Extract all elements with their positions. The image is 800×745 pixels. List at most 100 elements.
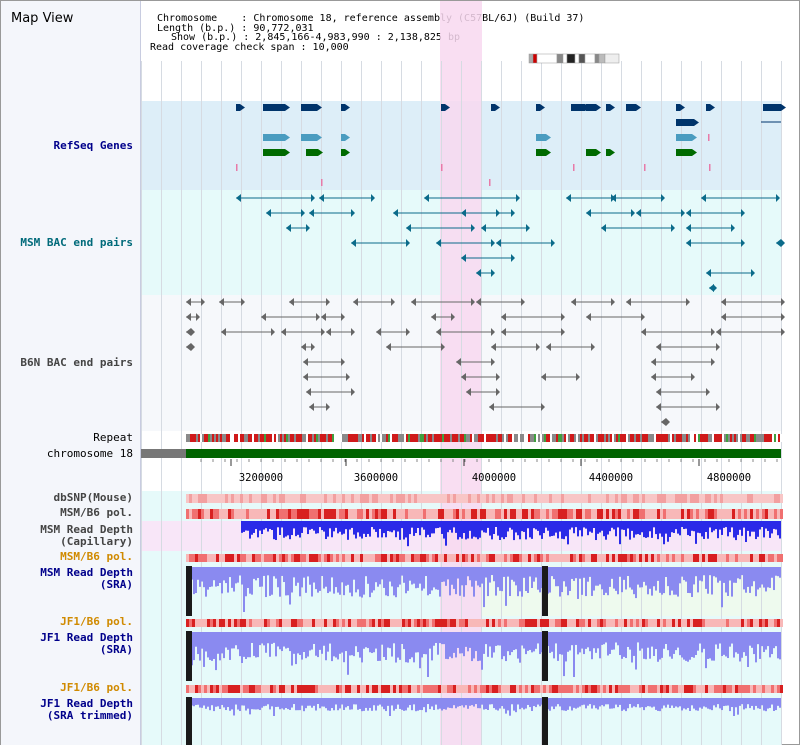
pair-end <box>326 403 330 411</box>
depth-bar <box>343 698 345 710</box>
depth-bar <box>669 567 671 596</box>
pol-segment <box>480 685 483 693</box>
refseq-tick <box>644 164 646 171</box>
depth-bar <box>615 698 617 705</box>
pair-end <box>751 269 755 277</box>
pol-segment <box>429 554 432 562</box>
depth-bar <box>707 567 709 594</box>
depth-bar <box>371 521 373 528</box>
track-label-chromosome[interactable]: chromosome 18 <box>46 447 133 460</box>
pol-segment <box>627 685 630 693</box>
pol-segment <box>753 554 756 562</box>
pol-segment <box>768 619 771 627</box>
depth-bar <box>457 698 459 707</box>
pol-segment <box>516 619 519 627</box>
depth-bar <box>555 567 557 587</box>
pol-segment <box>219 685 222 693</box>
depth-bar <box>289 521 291 540</box>
pair-end <box>301 209 305 217</box>
refseq-tick <box>321 179 323 186</box>
track-label-msm-b6-pol-1[interactable]: MSM/B6 pol. <box>60 506 133 519</box>
track-label-repeat[interactable]: Repeat <box>93 431 133 444</box>
depth-bar <box>377 698 379 706</box>
pol-segment <box>495 509 498 519</box>
pair-end <box>651 373 656 381</box>
depth-bar <box>419 567 421 584</box>
depth-bar <box>631 632 633 663</box>
pol-segment <box>573 494 576 503</box>
depth-bar <box>311 698 313 708</box>
repeat-segment <box>434 434 436 442</box>
depth-bar <box>659 698 661 712</box>
depth-bar <box>427 521 429 535</box>
pol-segment <box>603 494 606 503</box>
track-label-refseq[interactable]: RefSeq Genes <box>53 139 133 152</box>
track-label-msm-bac[interactable]: MSM BAC end pairs <box>20 236 133 249</box>
pol-segment <box>282 554 285 562</box>
depth-bar <box>401 567 403 576</box>
pol-segment <box>720 554 723 562</box>
repeat-segment <box>318 434 320 442</box>
pol-segment <box>672 619 675 627</box>
track-label-msm-depth-sra[interactable]: MSM Read Depth (SRA) <box>40 566 133 591</box>
pol-segment <box>369 685 372 693</box>
depth-bar <box>491 632 493 658</box>
depth-bar <box>471 698 473 706</box>
pol-segment <box>660 509 663 519</box>
depth-bar <box>375 698 377 711</box>
depth-bar <box>279 521 281 535</box>
depth-bar <box>405 567 407 594</box>
depth-bar <box>437 521 439 528</box>
track-label-jf1-b6-pol-2[interactable]: JF1/B6 pol. <box>60 681 133 694</box>
depth-bar <box>271 698 273 707</box>
depth-bar <box>275 521 277 541</box>
track-label-msm-b6-pol-2[interactable]: MSM/B6 pol. <box>60 550 133 563</box>
track-label-dbsnp[interactable]: dbSNP(Mouse) <box>53 491 133 504</box>
depth-bar <box>503 632 505 657</box>
pol-segment <box>426 494 429 503</box>
pair-end <box>303 373 308 381</box>
pol-segment <box>552 685 555 693</box>
pol-segment <box>777 685 780 693</box>
pol-segment <box>624 685 627 693</box>
pol-segment <box>576 619 579 627</box>
depth-bar <box>775 698 777 711</box>
depth-bar <box>661 521 663 537</box>
depth-bar <box>475 698 477 705</box>
pair-end <box>281 328 286 336</box>
pol-segment <box>687 554 690 562</box>
depth-bar <box>391 567 393 587</box>
track-label-jf1-b6-pol-1[interactable]: JF1/B6 pol. <box>60 615 133 628</box>
pair-end <box>471 224 475 232</box>
pol-segment <box>522 554 525 562</box>
pol-segment <box>684 494 687 503</box>
pair-end <box>456 358 461 366</box>
track-label-jf1-depth-trimmed[interactable]: JF1 Read Depth (SRA trimmed) <box>40 697 133 722</box>
pol-segment <box>360 554 363 562</box>
depth-bar <box>659 632 661 660</box>
depth-bar <box>333 632 335 657</box>
pol-segment <box>432 494 435 503</box>
pol-segment <box>255 554 258 562</box>
track-label-msm-depth-capillary[interactable]: MSM Read Depth (Capillary) <box>40 523 133 548</box>
pol-segment <box>618 509 621 519</box>
depth-bar <box>305 521 307 528</box>
depth-bar <box>403 567 405 583</box>
pol-segment <box>372 494 375 503</box>
track-label-b6n-bac[interactable]: B6N BAC end pairs <box>20 356 133 369</box>
track-label-jf1-depth-sra[interactable]: JF1 Read Depth (SRA) <box>40 631 133 656</box>
pol-segment <box>210 494 213 503</box>
repeat-segment <box>650 434 652 442</box>
depth-bar <box>395 698 397 709</box>
repeat-segment <box>266 434 268 442</box>
pol-segment <box>186 619 189 627</box>
pair-end <box>271 328 275 336</box>
depth-bar <box>475 632 477 652</box>
pol-segment <box>591 554 594 562</box>
repeat-segment <box>190 434 192 442</box>
pol-segment <box>543 494 546 503</box>
repeat-segment <box>758 434 760 442</box>
pol-segment <box>522 685 525 693</box>
repeat-segment <box>540 434 542 442</box>
genome-plot[interactable]: 3200000 3600000 4000000 4400000 4800000 <box>141 1 800 745</box>
